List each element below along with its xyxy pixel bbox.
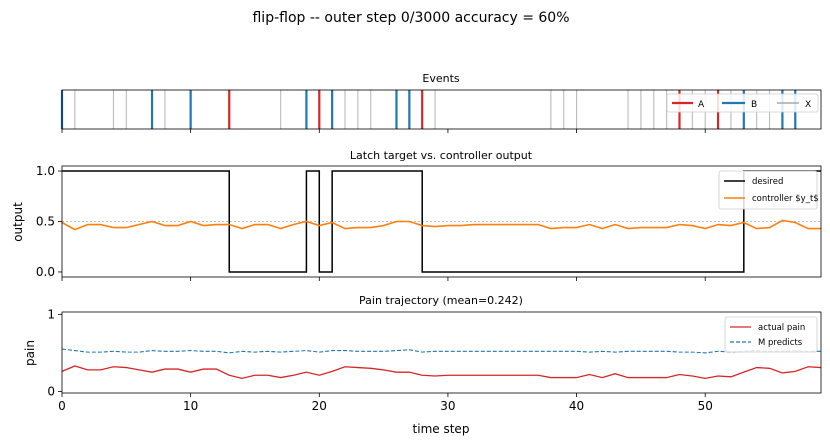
pain-title: Pain trajectory (mean=0.242) xyxy=(359,294,523,307)
legend-label-x: X xyxy=(805,100,811,110)
events-marks xyxy=(60,90,797,129)
events-x-ticks xyxy=(61,129,706,133)
series-line-m-predicts xyxy=(61,348,821,354)
latch-y-tick-label: 1.0 xyxy=(36,164,55,178)
figure-suptitle: flip-flop -- outer step 0/3000 accuracy … xyxy=(252,10,569,26)
latch-marks xyxy=(61,170,821,273)
latch-legend: desired controller $y_t$ xyxy=(718,170,819,210)
legend-label-controller: controller $y_t$ xyxy=(752,194,819,204)
pain-legend-box xyxy=(724,316,818,353)
pain-x-tick-label: 10 xyxy=(183,399,198,413)
legend-label-desired: desired xyxy=(752,177,783,187)
pain-legend: actual pain M predicts xyxy=(724,316,818,353)
pain-x-tick-label: 30 xyxy=(440,399,455,413)
pain-y-tick-label: 1 xyxy=(47,307,55,321)
series-line-actual-pain xyxy=(61,365,822,380)
pain-ylabel: pain xyxy=(23,340,37,366)
legend-label-m-predicts: M predicts xyxy=(758,338,803,348)
series-line-controller xyxy=(61,219,821,231)
events-panel: Events A B X xyxy=(60,72,822,133)
latch-ylabel: output xyxy=(11,202,25,242)
pain-marks xyxy=(61,348,822,380)
latch-panel: Latch target vs. controller output outpu… xyxy=(11,149,822,281)
latch-title: Latch target vs. controller output xyxy=(350,149,533,162)
pain-x-tick-label: 20 xyxy=(312,399,327,413)
legend-label-actual-pain: actual pain xyxy=(758,323,805,333)
pain-frame xyxy=(61,311,822,394)
latch-ticks: 0.0 0.5 1.0 xyxy=(36,164,706,281)
pain-x-tick-label: 40 xyxy=(569,399,584,413)
events-title: Events xyxy=(422,72,460,85)
latch-y-tick-label: 0.0 xyxy=(36,265,55,279)
latch-y-tick-label: 0.5 xyxy=(36,215,55,229)
legend-label-b: B xyxy=(751,100,757,110)
pain-ticks: 0 10 20 30 40 50 0 1 xyxy=(47,307,713,413)
series-line-desired xyxy=(62,170,821,273)
legend-label-a: A xyxy=(698,100,705,110)
events-frame xyxy=(61,89,822,130)
pain-panel: Pain trajectory (mean=0.242) pain 0 10 20 3… xyxy=(23,294,822,436)
pain-y-tick-label: 0 xyxy=(47,384,55,398)
pain-x-tick-label: 0 xyxy=(58,399,66,413)
pain-x-tick-label: 50 xyxy=(698,399,713,413)
pain-xlabel: time step xyxy=(413,422,470,436)
events-legend: A B X xyxy=(666,93,819,113)
